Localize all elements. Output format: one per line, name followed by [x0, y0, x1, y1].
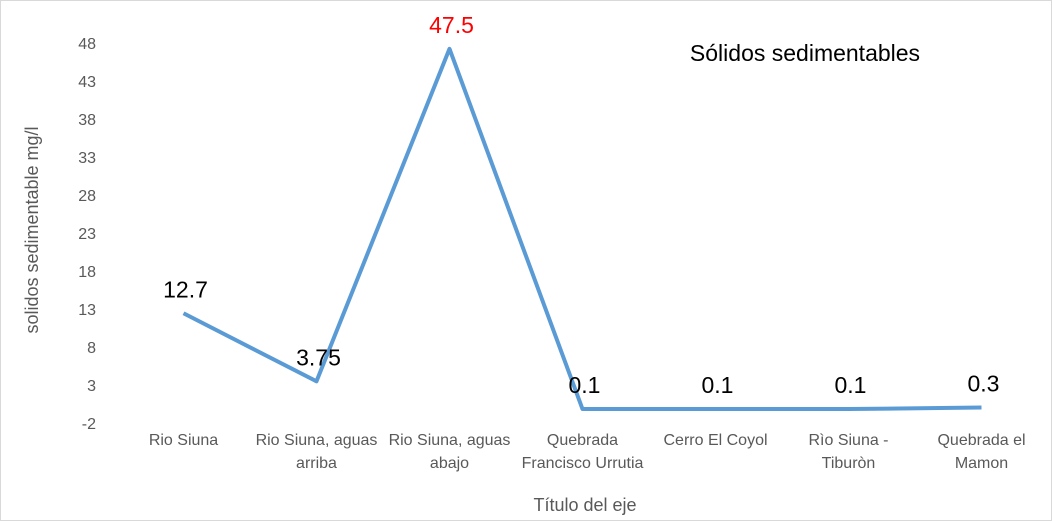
y-axis-title: solidos sedimentable mg/l: [22, 126, 42, 333]
data-label: 0.1: [702, 372, 734, 398]
y-tick-label: -2: [82, 416, 96, 433]
x-axis-title: Título del eje: [533, 495, 636, 515]
y-tick-label: 48: [78, 36, 96, 53]
y-tick-label: 28: [78, 188, 96, 205]
y-tick-label: 13: [78, 302, 96, 319]
x-tick-label: Rio Siuna, aguas abajo: [388, 432, 511, 472]
y-tick-label: 33: [78, 150, 96, 167]
data-label: 0.1: [569, 372, 601, 398]
y-tick-label: 3: [87, 378, 96, 395]
data-label: 0.1: [835, 372, 867, 398]
x-tick-label: Rio Siuna, aguas arriba: [255, 432, 378, 472]
y-tick-label: 23: [78, 226, 96, 243]
y-tick-label: 43: [78, 74, 96, 91]
data-label: 3.75: [296, 344, 341, 370]
data-label: 47.5: [429, 12, 474, 38]
x-tick-label: Cerro El Coyol: [663, 432, 768, 449]
x-tick-label: Quebrada Francisco Urrutia: [521, 432, 644, 472]
x-tick-label: Quebrada el Mamon: [937, 432, 1026, 472]
chart-title: Sólidos sedimentables: [690, 40, 920, 66]
line: [182, 46, 982, 412]
x-tick-label: Rìo Siuna - Tiburòn: [808, 432, 889, 472]
data-label: 12.7: [163, 276, 208, 302]
y-tick-label: 18: [78, 264, 96, 281]
data-label: 0.3: [968, 371, 1000, 397]
x-tick-label: Rio Siuna: [148, 432, 219, 449]
y-tick-label: 38: [78, 112, 96, 129]
y-tick-label: 8: [87, 340, 96, 357]
